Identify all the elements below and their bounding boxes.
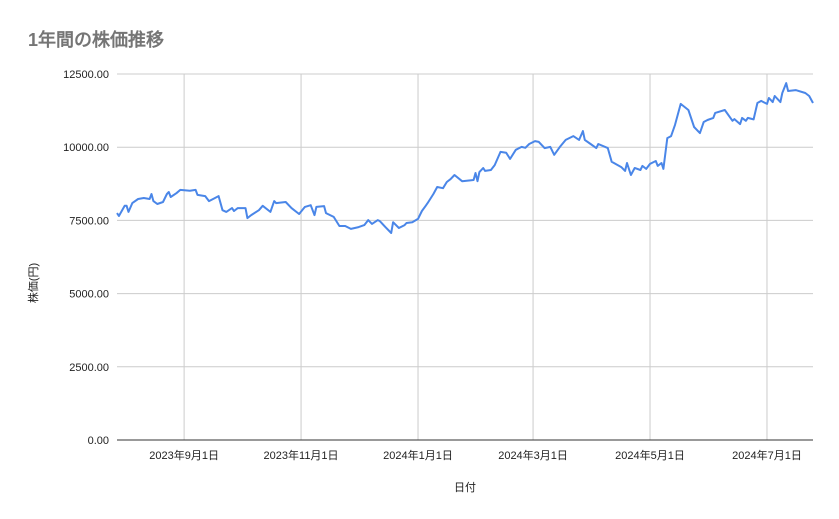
- y-tick-label: 0.00: [88, 435, 109, 447]
- x-axis-title: 日付: [454, 481, 476, 494]
- y-tick-label: 12500.00: [63, 69, 109, 81]
- x-tick-label: 2024年5月1日: [615, 448, 685, 462]
- y-tick-label: 10000.00: [63, 142, 109, 154]
- x-axis-ticks: 2023年9月1日 2023年11月1日 2024年1月1日 2024年3月1日 202…: [149, 448, 802, 462]
- series-line: [116, 82, 814, 234]
- x-tick-label: 2024年7月1日: [732, 448, 802, 462]
- x-tick-label: 2023年11月1日: [264, 448, 339, 462]
- chart-title: 1年間の株価推移: [28, 29, 164, 50]
- x-tick-label: 2024年1月1日: [383, 448, 453, 462]
- y-axis-ticks: 0.00 2500.00 5000.00 7500.00 10000.00 12500.0…: [63, 69, 109, 447]
- gridlines: [117, 73, 813, 440]
- y-tick-label: 5000.00: [69, 289, 109, 301]
- y-axis-title: 株価(円): [26, 263, 40, 303]
- series-stock-price: [116, 82, 814, 234]
- y-tick-label: 7500.00: [69, 215, 109, 227]
- y-tick-label: 2500.00: [69, 362, 109, 374]
- x-tick-label: 2024年3月1日: [498, 448, 568, 462]
- x-tick-label: 2023年9月1日: [149, 448, 219, 462]
